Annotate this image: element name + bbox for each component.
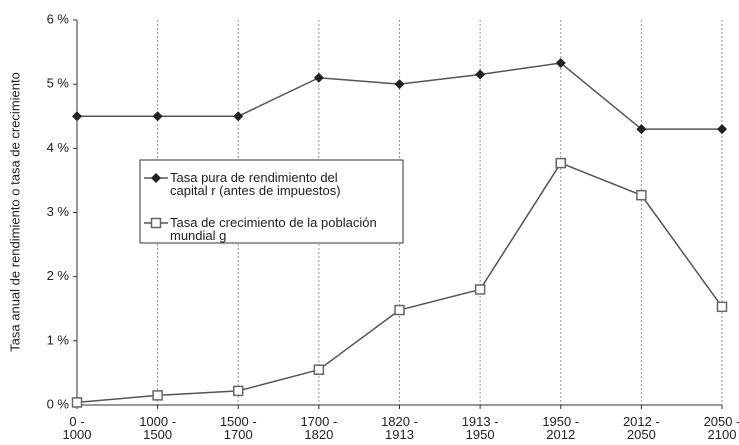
y-tick-label: 3 %: [47, 204, 70, 219]
y-tick-label: 2 %: [47, 268, 70, 283]
point: [233, 385, 244, 397]
legend-label: Tasa de crecimiento de la población mund…: [170, 215, 377, 243]
point: [474, 284, 486, 295]
point: [555, 57, 566, 68]
y-tick-label: 0 %: [47, 396, 70, 411]
point: [152, 390, 163, 401]
x-tick-label: 2012 - 2050: [622, 414, 660, 442]
point: [233, 111, 244, 122]
point: [394, 79, 405, 90]
x-tick-label: 0 - 1000: [62, 414, 92, 442]
point: [72, 111, 82, 122]
point: [394, 304, 405, 316]
point: [636, 124, 647, 135]
x-tick-label: 1950 - 2012: [542, 414, 580, 442]
y-axis-label: Tasa anual de rendimiento o tasa de crec…: [7, 72, 22, 352]
legend-box: [139, 159, 404, 244]
y-tick-label: 5 %: [47, 76, 70, 91]
legend-label: Tasa pura de rendimiento del capital r (…: [170, 170, 341, 198]
point: [475, 69, 486, 80]
y-tick-label: 4 %: [47, 140, 70, 155]
point: [152, 111, 163, 122]
legend-marker: [151, 173, 161, 183]
x-tick-label: 1000 - 1500: [139, 414, 177, 442]
point: [636, 189, 647, 201]
point: [313, 72, 324, 83]
point: [555, 157, 566, 169]
x-tick-label: 1820 - 1913: [381, 414, 418, 442]
point: [717, 124, 727, 135]
y-tick-label: 6 %: [47, 11, 70, 26]
point: [71, 397, 83, 408]
point: [313, 364, 325, 375]
x-tick-label: 1500 - 1700: [219, 414, 257, 442]
legend-marker: [150, 217, 162, 229]
x-tick-label: 1700 - 1820: [300, 414, 338, 442]
x-tick-label: 2050 - 2100: [703, 414, 739, 442]
point: [716, 301, 728, 313]
x-tick-label: 1913 - 1950: [461, 414, 499, 442]
y-tick-label: 1 %: [47, 332, 70, 347]
